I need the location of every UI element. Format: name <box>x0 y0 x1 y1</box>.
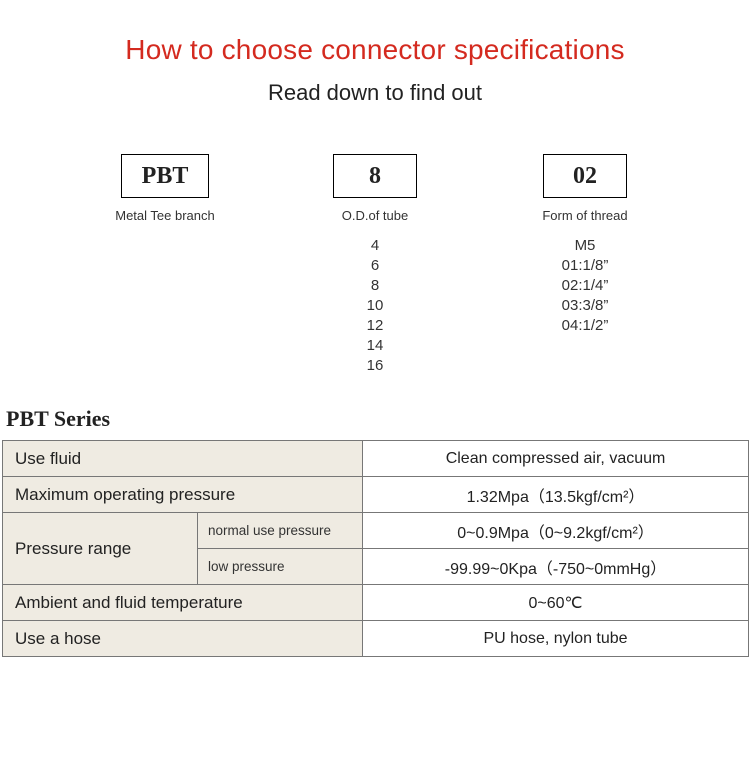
list-item: 02:1/4” <box>562 277 609 294</box>
list-item: 04:1/2” <box>562 317 609 334</box>
value-normal-pressure: 0~0.9Mpa（0~9.2kgf/cm²） <box>363 513 749 549</box>
spec-label-series: Metal Tee branch <box>115 208 215 223</box>
table-row: Use a hose PU hose, nylon tube <box>3 621 749 657</box>
series-title: PBT Series <box>6 406 750 432</box>
label-hose: Use a hose <box>3 621 363 657</box>
spec-col-od: 8 O.D.of tube 4 6 8 10 12 14 16 <box>310 154 440 374</box>
list-item: 6 <box>371 257 379 274</box>
table-row: Ambient and fluid temperature 0~60℃ <box>3 585 749 621</box>
table-row: Use fluid Clean compressed air, vacuum <box>3 441 749 477</box>
label-temperature: Ambient and fluid temperature <box>3 585 363 621</box>
value-use-fluid: Clean compressed air, vacuum <box>363 441 749 477</box>
subtitle: Read down to find out <box>0 80 750 106</box>
spec-label-od: O.D.of tube <box>342 208 408 223</box>
list-item: M5 <box>575 237 596 254</box>
main-title: How to choose connector specifications <box>0 34 750 66</box>
spec-values-thread: M5 01:1/8” 02:1/4” 03:3/8” 04:1/2” <box>562 237 609 334</box>
label-use-fluid: Use fluid <box>3 441 363 477</box>
value-max-pressure: 1.32Mpa（13.5kgf/cm²） <box>363 477 749 513</box>
list-item: 14 <box>367 337 384 354</box>
label-pressure-range: Pressure range <box>3 513 198 585</box>
value-temperature: 0~60℃ <box>363 585 749 621</box>
spec-code-row: PBT Metal Tee branch 8 O.D.of tube 4 6 8… <box>0 154 750 374</box>
list-item: 8 <box>371 277 379 294</box>
list-item: 16 <box>367 357 384 374</box>
spec-label-thread: Form of thread <box>542 208 627 223</box>
spec-table: Use fluid Clean compressed air, vacuum M… <box>2 440 749 657</box>
list-item: 4 <box>371 237 379 254</box>
label-low-pressure: low pressure <box>198 549 363 585</box>
list-item: 12 <box>367 317 384 334</box>
list-item: 10 <box>367 297 384 314</box>
spec-col-thread: 02 Form of thread M5 01:1/8” 02:1/4” 03:… <box>520 154 650 374</box>
value-hose: PU hose, nylon tube <box>363 621 749 657</box>
spec-box-thread: 02 <box>543 154 627 198</box>
value-low-pressure: -99.99~0Kpa（-750~0mmHg） <box>363 549 749 585</box>
table-row: Maximum operating pressure 1.32Mpa（13.5k… <box>3 477 749 513</box>
table-row: Pressure range normal use pressure 0~0.9… <box>3 513 749 549</box>
list-item: 03:3/8” <box>562 297 609 314</box>
label-normal-pressure: normal use pressure <box>198 513 363 549</box>
spec-values-od: 4 6 8 10 12 14 16 <box>367 237 384 374</box>
spec-box-series: PBT <box>121 154 210 198</box>
list-item: 01:1/8” <box>562 257 609 274</box>
spec-col-series: PBT Metal Tee branch <box>100 154 230 374</box>
label-max-pressure: Maximum operating pressure <box>3 477 363 513</box>
spec-box-od: 8 <box>333 154 417 198</box>
